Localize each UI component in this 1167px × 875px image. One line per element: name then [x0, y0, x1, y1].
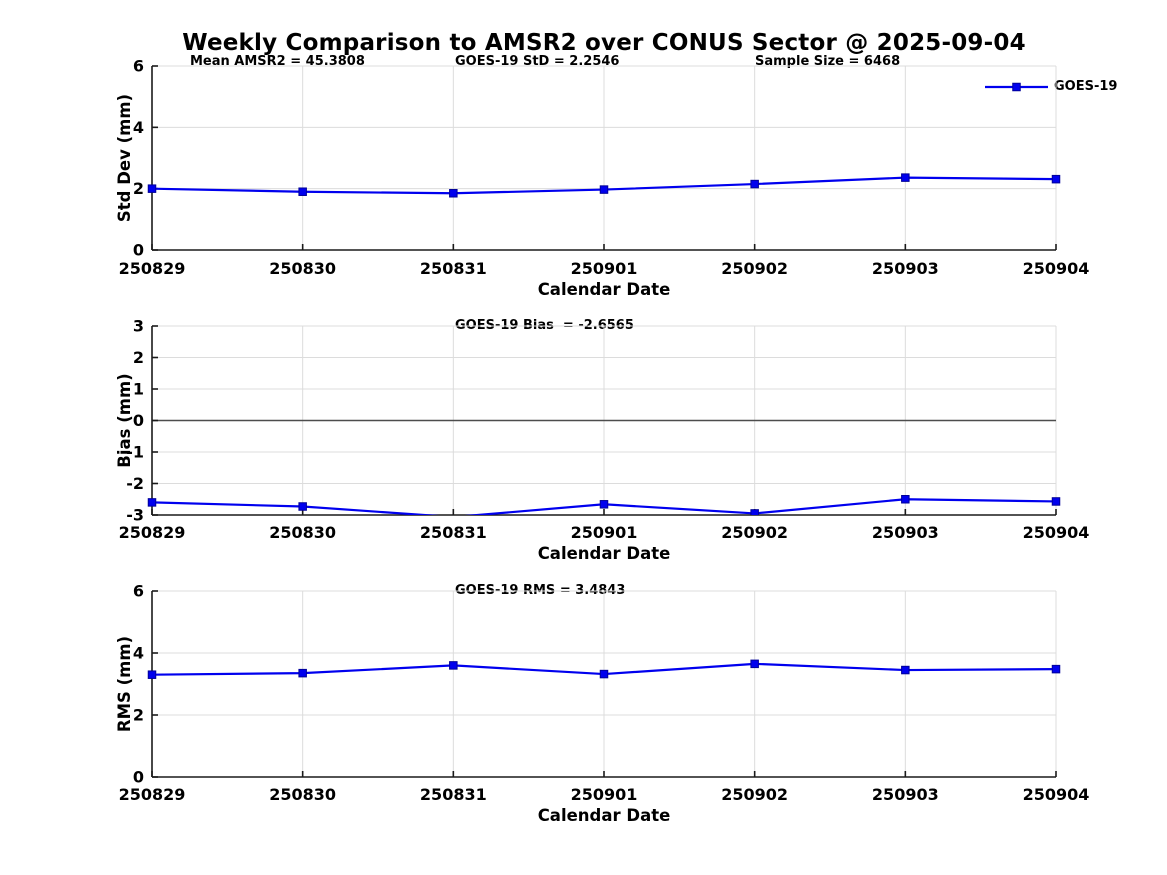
annotation-sample-size: Sample Size = 6468	[755, 54, 901, 69]
x-tick-label: 250901	[571, 523, 638, 542]
figure-title: Weekly Comparison to AMSR2 over CONUS Se…	[182, 30, 1026, 56]
x-tick-label: 250902	[721, 785, 788, 804]
series-marker	[1051, 497, 1061, 506]
x-tick-label: 250904	[1023, 523, 1090, 542]
panel-rms: 0 2 4 6 250829 250830 250831 250901 250902 250903…	[115, 582, 1089, 826]
series-marker	[750, 179, 759, 189]
y-tick-label: 6	[133, 582, 144, 601]
x-tick-label: 250830	[269, 785, 336, 804]
series-marker	[449, 661, 458, 670]
series-marker	[750, 509, 759, 515]
y-tick-label: 2	[133, 179, 144, 198]
y-tick-label: -3	[126, 506, 144, 525]
y-tick-label: -1	[126, 443, 144, 462]
x-tick-label: 250904	[1023, 785, 1090, 804]
series-marker	[147, 498, 157, 507]
x-axis-label: Calendar Date	[538, 544, 671, 563]
annotation-goes19-std: GOES-19 StD = 2.2546	[455, 54, 620, 69]
series-marker	[1051, 664, 1061, 674]
x-tick-label: 250830	[269, 523, 336, 542]
series-marker	[147, 670, 157, 679]
x-tick-label: 250829	[119, 785, 186, 804]
x-tick-label: 250901	[571, 259, 638, 278]
series-marker	[599, 500, 609, 509]
series-marker	[1051, 174, 1061, 184]
y-tick-label: 4	[133, 118, 144, 137]
x-tick-label: 250901	[571, 785, 638, 804]
x-tick-label: 250903	[872, 523, 939, 542]
panel-std-dev: 0 2 4 6 250829 250830 250831 250901 250902 250903…	[115, 57, 1089, 300]
y-tick-label: 2	[133, 348, 144, 367]
y-tick-label: 4	[133, 644, 144, 663]
series-marker	[298, 668, 307, 678]
y-axis-label: RMS (mm)	[115, 636, 134, 732]
series-goes-19	[147, 659, 1061, 679]
series-marker	[147, 184, 157, 193]
x-tick-label: 250830	[269, 259, 336, 278]
legend-line-marker-icon	[985, 82, 1048, 92]
series-marker	[298, 187, 307, 196]
y-tick-label: 3	[133, 317, 144, 336]
x-tick-label: 250831	[420, 523, 487, 542]
x-tick-label: 250829	[119, 523, 186, 542]
series-marker	[599, 185, 609, 194]
y-axis-label: Std Dev (mm)	[115, 94, 134, 222]
x-tick-label: 250829	[119, 259, 186, 278]
x-axis-label: Calendar Date	[538, 806, 671, 825]
y-tick-label: -2	[126, 474, 144, 493]
x-tick-label: 250903	[872, 785, 939, 804]
x-tick-label: 250831	[420, 259, 487, 278]
series-marker	[901, 665, 910, 675]
y-tick-label: 2	[133, 706, 144, 725]
y-tick-label: 0	[133, 241, 144, 260]
series-goes-19	[147, 173, 1061, 198]
legend: GOES-19	[985, 80, 1117, 94]
x-axis-label: Calendar Date	[538, 280, 671, 299]
x-tick-label: 250831	[420, 785, 487, 804]
series-goes-19	[147, 495, 1061, 515]
x-tick-label: 250903	[872, 259, 939, 278]
y-tick-label: 6	[133, 57, 144, 76]
series-marker	[901, 495, 910, 504]
series-marker	[750, 659, 759, 669]
y-tick-label: 0	[133, 411, 144, 430]
y-tick-label: 0	[133, 768, 144, 787]
series-marker	[298, 502, 307, 511]
panel-bias: -3 -2 -1 0 1 2 3 250829 250830 250831 250901 250902…	[115, 317, 1089, 564]
legend-label: GOES-19	[1054, 79, 1118, 94]
y-tick-label: 1	[133, 380, 144, 399]
x-tick-label: 250902	[721, 259, 788, 278]
x-tick-label: 250902	[721, 523, 788, 542]
series-marker	[449, 189, 458, 198]
series-marker	[901, 173, 910, 182]
x-tick-label: 250904	[1023, 259, 1090, 278]
y-axis-label: Bias (mm)	[115, 373, 134, 467]
annotation-mean-amsr2: Mean AMSR2 = 45.3808	[190, 54, 365, 69]
series-marker	[599, 669, 609, 679]
